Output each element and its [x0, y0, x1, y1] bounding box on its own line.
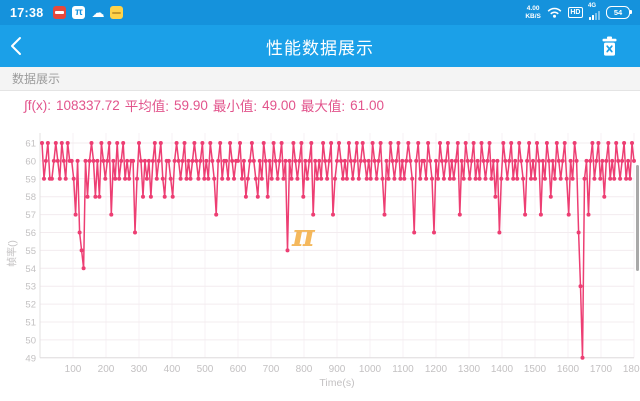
svg-text:400: 400	[164, 364, 181, 375]
svg-text:700: 700	[263, 364, 280, 375]
svg-text:52: 52	[25, 300, 36, 311]
integral-label: ∫f(x):	[24, 97, 51, 113]
svg-text:1700: 1700	[590, 364, 613, 375]
integral-value: 108337.72	[55, 97, 120, 113]
svg-text:55: 55	[25, 246, 36, 257]
video-app-icon	[53, 6, 67, 19]
svg-text:1300: 1300	[458, 364, 481, 375]
signal-icon: 4G	[588, 3, 600, 20]
max-label: 最大值:	[300, 99, 346, 114]
pi-app-icon: π	[72, 6, 86, 19]
status-right-cluster: 4.00 KB/S HD 4G 54	[525, 3, 632, 20]
svg-text:59: 59	[25, 174, 36, 185]
svg-text:56: 56	[25, 228, 36, 239]
svg-text:58: 58	[25, 192, 36, 203]
svg-text:53: 53	[25, 282, 36, 293]
svg-text:100: 100	[65, 364, 82, 375]
svg-text:Time(s): Time(s)	[319, 377, 354, 389]
header: 性能数据展示	[0, 25, 640, 67]
section-title: 数据展示	[12, 72, 61, 86]
cloud-app-icon: ☁	[91, 5, 105, 20]
svg-text:1200: 1200	[425, 364, 448, 375]
svg-text:1000: 1000	[359, 364, 382, 375]
chart-svg: 100 200 300 400 500 600 700 800 900 1000 1100 1200 1…	[25, 133, 640, 389]
svg-text:57: 57	[25, 210, 36, 221]
y-axis-label: 帧率()	[7, 240, 19, 267]
delete-trash-icon	[602, 36, 616, 56]
hd-icon: HD	[567, 7, 583, 18]
status-bar: 17:38 π ☁ 4.00 KB/S HD 4G 54	[0, 0, 640, 25]
avg-value: 59.90	[174, 97, 208, 113]
svg-text:50: 50	[25, 335, 36, 346]
svg-text:1400: 1400	[491, 364, 514, 375]
avg-label: 平均值:	[124, 99, 170, 114]
svg-text:600: 600	[230, 364, 247, 375]
svg-text:61: 61	[25, 139, 36, 150]
section-tab-data-display: 数据展示	[0, 67, 640, 91]
frame-rate-chart: 帧率() 100 200 300 400 500 600 700 800 900 1000 1100…	[0, 120, 640, 401]
min-label: 最小值:	[212, 99, 258, 114]
svg-text:51: 51	[25, 318, 36, 329]
svg-text:900: 900	[329, 364, 346, 375]
pi-watermark: π	[292, 218, 315, 254]
svg-text:1600: 1600	[557, 364, 580, 375]
stats-line: ∫f(x): 108337.72 平均值: 59.90 最小值: 49.00 最…	[24, 92, 624, 118]
page-title: 性能数据展示	[266, 38, 374, 58]
notes-app-icon	[110, 6, 124, 19]
signal-4g-label: 4G	[588, 3, 597, 9]
svg-text:54: 54	[25, 264, 36, 275]
min-value: 49.00	[262, 97, 296, 113]
network-speed-value: 4.00	[526, 5, 540, 13]
svg-text:500: 500	[197, 364, 214, 375]
max-value: 61.00	[350, 97, 384, 113]
back-chevron-icon	[11, 37, 21, 55]
wifi-icon	[547, 7, 562, 18]
svg-text:49: 49	[25, 353, 36, 364]
svg-text:1500: 1500	[524, 364, 547, 375]
svg-text:800: 800	[296, 364, 313, 375]
network-speed-unit: KB/S	[525, 12, 541, 20]
scrollbar[interactable]	[636, 165, 639, 271]
delete-button[interactable]	[592, 25, 626, 67]
svg-text:60: 60	[25, 156, 36, 167]
back-button[interactable]	[10, 25, 48, 67]
svg-text:200: 200	[98, 364, 115, 375]
battery-percent: 54	[613, 8, 623, 17]
svg-text:1100: 1100	[392, 364, 414, 375]
svg-text:1800: 1800	[623, 364, 640, 375]
network-speed: 4.00 KB/S	[525, 5, 541, 20]
battery-icon: 54	[606, 6, 632, 19]
status-time: 17:38	[10, 5, 44, 20]
svg-text:300: 300	[131, 364, 148, 375]
